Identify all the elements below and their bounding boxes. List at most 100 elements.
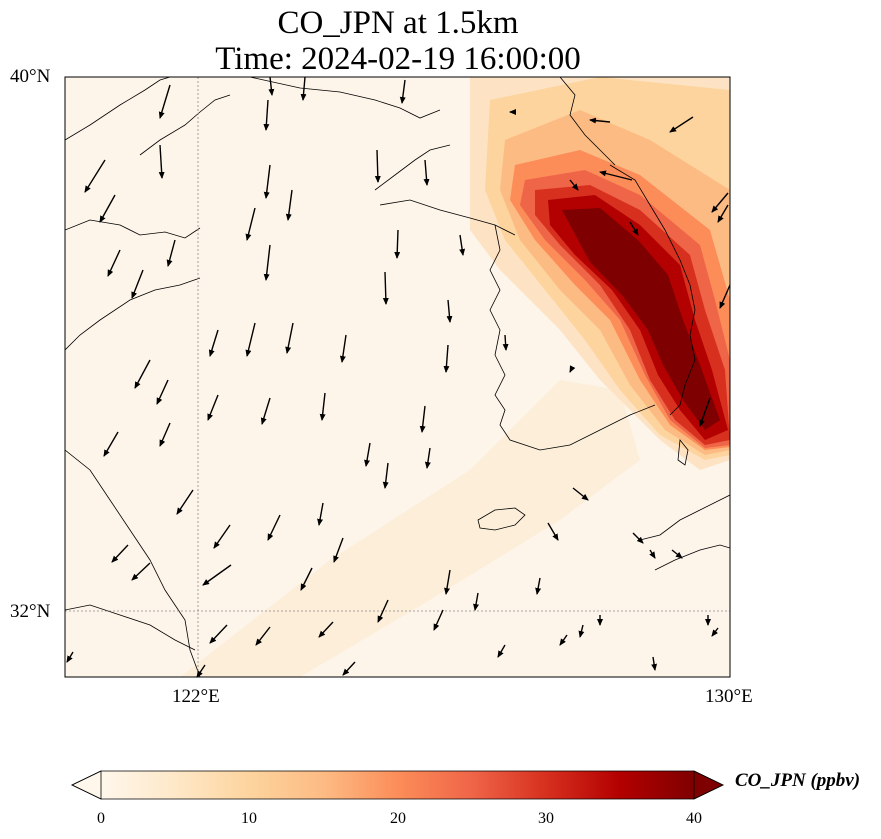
- wind-arrow: [196, 664, 206, 678]
- wind-arrow: [319, 392, 326, 421]
- wind-arrow: [245, 322, 256, 357]
- wind-arrow: [459, 234, 466, 256]
- wind-arrow: [285, 189, 293, 221]
- wind-arrow: [84, 159, 106, 193]
- lon-label-130e: 130°E: [705, 686, 753, 707]
- wind-arrow: [444, 569, 451, 595]
- wind-arrow: [502, 334, 509, 351]
- wind-arrow: [213, 524, 231, 549]
- colorbar-tick-30: 30: [538, 810, 554, 827]
- wind-arrow: [424, 447, 431, 469]
- wind-arrow: [382, 462, 389, 489]
- wind-arrow: [111, 544, 129, 563]
- wind-arrow: [267, 514, 281, 541]
- colorbar-label: CO_JPN (ppbv): [735, 770, 861, 791]
- colorbar-tick-40: 40: [686, 810, 702, 827]
- colorbar-tick-20: 20: [390, 810, 406, 827]
- wind-arrow: [711, 192, 729, 213]
- wind-arrow: [559, 634, 568, 646]
- wind-arrow: [333, 537, 344, 563]
- wind-arrow: [176, 489, 194, 515]
- wind-arrow: [255, 626, 271, 646]
- wind-arrow: [263, 99, 270, 131]
- colorbar-tick-0: 0: [97, 810, 105, 827]
- wind-arrow: [629, 221, 639, 236]
- wind-arrow: [711, 627, 719, 637]
- wind-arrow: [156, 379, 169, 405]
- lon-label-122e: 122°E: [172, 686, 220, 707]
- wind-arrow: [717, 204, 729, 223]
- wind-arrow: [589, 117, 611, 124]
- wind-arrow: [547, 522, 559, 541]
- wind-arrow: [572, 487, 589, 501]
- lat-label-40n: 40°N: [10, 66, 51, 87]
- wind-arrow: [202, 564, 232, 586]
- wind-arrow: [99, 194, 116, 223]
- wind-arrow: [107, 249, 121, 277]
- wind-arrow: [374, 149, 381, 183]
- graticule: [65, 77, 730, 677]
- wind-arrow: [364, 442, 371, 467]
- wind-arrow: [300, 76, 307, 101]
- wind-arrow: [245, 207, 256, 241]
- lat-label-32n: 32°N: [10, 601, 51, 622]
- wind-arrow: [599, 170, 633, 181]
- wind-arrow: [473, 592, 479, 611]
- wind-arrow: [103, 431, 119, 457]
- colorbar-gradient: [101, 771, 694, 799]
- wind-arrow: [535, 577, 542, 595]
- wind-arrow: [443, 344, 450, 373]
- wind-arrow: [433, 609, 444, 631]
- wind-arrow: [382, 271, 389, 305]
- map-subtitle: Time: 2024-02-19 16:00:00: [215, 41, 581, 77]
- wind-arrow: [651, 656, 658, 671]
- wind-arrow: [263, 164, 271, 199]
- map-frame: [64, 76, 731, 678]
- wind-arrow: [159, 422, 171, 447]
- wind-arrow: [342, 661, 356, 676]
- wind-arrow: [263, 244, 271, 281]
- wind-arrow: [209, 624, 228, 644]
- wind-arrow: [207, 394, 219, 421]
- wind-arrow: [285, 322, 294, 354]
- wind-arrow: [339, 334, 347, 363]
- wind-arrow: [569, 365, 576, 373]
- wind-arrow: [131, 562, 151, 581]
- wind-arrow: [632, 532, 644, 544]
- coastlines: [65, 77, 730, 677]
- wind-arrow: [166, 239, 176, 267]
- wind-arrow: [158, 144, 165, 179]
- wind-arrow: [699, 397, 711, 427]
- colorbar-extend-high: [693, 770, 724, 800]
- wind-arrow: [377, 599, 389, 623]
- colorbar-extend-low: [71, 770, 102, 800]
- wind-arrow: [300, 567, 313, 591]
- colorbar-outline: [71, 770, 724, 800]
- wind-arrow: [669, 116, 694, 133]
- wind-arrow: [158, 84, 171, 119]
- wind-vectors: [66, 76, 731, 678]
- wind-arrow: [134, 359, 151, 389]
- wind-arrow: [423, 159, 430, 186]
- wind-arrow: [394, 229, 401, 259]
- concentration-field: [180, 77, 730, 677]
- wind-arrow: [719, 284, 731, 309]
- wind-arrow: [446, 299, 453, 323]
- wind-arrow: [419, 405, 426, 433]
- wind-arrow: [578, 624, 585, 638]
- wind-arrow: [569, 179, 579, 191]
- colorbar: [71, 770, 724, 800]
- wind-arrow: [317, 502, 324, 526]
- wind-arrow: [318, 621, 334, 638]
- wind-arrow: [260, 397, 271, 425]
- map-title: CO_JPN at 1.5km: [277, 5, 519, 41]
- wind-arrow: [649, 549, 656, 559]
- wind-arrow: [66, 651, 74, 663]
- wind-arrow: [671, 549, 683, 559]
- wind-arrow: [268, 76, 275, 96]
- colorbar-tick-10: 10: [241, 810, 257, 827]
- wind-arrow: [131, 269, 144, 299]
- wind-arrow: [208, 329, 219, 357]
- wind-arrow: [497, 644, 506, 658]
